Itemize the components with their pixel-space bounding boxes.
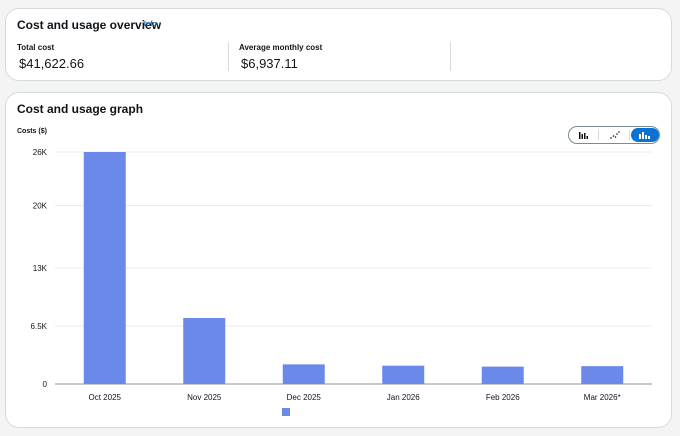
scatter-chart-icon[interactable]	[600, 128, 628, 142]
total-cost-value: $41,622.66	[19, 56, 85, 71]
metric-divider	[228, 42, 229, 71]
toggle-separator	[628, 130, 630, 140]
bar-chart-icon[interactable]	[570, 128, 598, 142]
y-tick-label: 13K	[33, 264, 48, 273]
bar	[83, 152, 126, 384]
x-tick-label: Dec 2025	[287, 393, 322, 402]
info-link[interactable]: Info	[144, 21, 157, 28]
x-tick-label: Jan 2026	[387, 393, 420, 402]
metric-divider	[450, 42, 451, 71]
bar	[382, 365, 425, 384]
toggle-separator	[598, 130, 600, 140]
y-tick-label: 20K	[33, 202, 48, 211]
graph-title: Cost and usage graph	[17, 102, 144, 116]
total-cost-metric: Total cost $41,622.66	[17, 43, 84, 71]
total-cost-label: Total cost	[17, 43, 55, 52]
bar	[481, 366, 524, 384]
stacked-bar-chart-icon[interactable]	[630, 128, 660, 142]
x-tick-label: Feb 2026	[486, 393, 520, 402]
x-tick-label: Mar 2026*	[584, 393, 621, 402]
chart-type-toggle	[568, 126, 660, 144]
y-tick-label: 0	[43, 380, 48, 389]
bar	[183, 317, 226, 384]
y-axis-label: Costs ($)	[17, 128, 47, 135]
y-tick-label: 6.5K	[31, 322, 48, 331]
bar	[581, 366, 624, 384]
x-tick-label: Nov 2025	[187, 393, 222, 402]
bar	[282, 364, 325, 384]
average-monthly-cost-label: Average monthly cost	[239, 43, 323, 52]
cost-usage-overview-card: Cost and usage overview Info Total cost …	[5, 8, 672, 81]
overview-title: Cost and usage overview	[17, 18, 162, 32]
legend-swatch	[282, 408, 290, 416]
x-tick-label: Oct 2025	[89, 393, 122, 402]
y-tick-label: 26K	[33, 148, 48, 157]
average-monthly-cost-metric: Average monthly cost $6,937.11	[239, 43, 322, 71]
average-monthly-cost-value: $6,937.11	[241, 56, 298, 71]
